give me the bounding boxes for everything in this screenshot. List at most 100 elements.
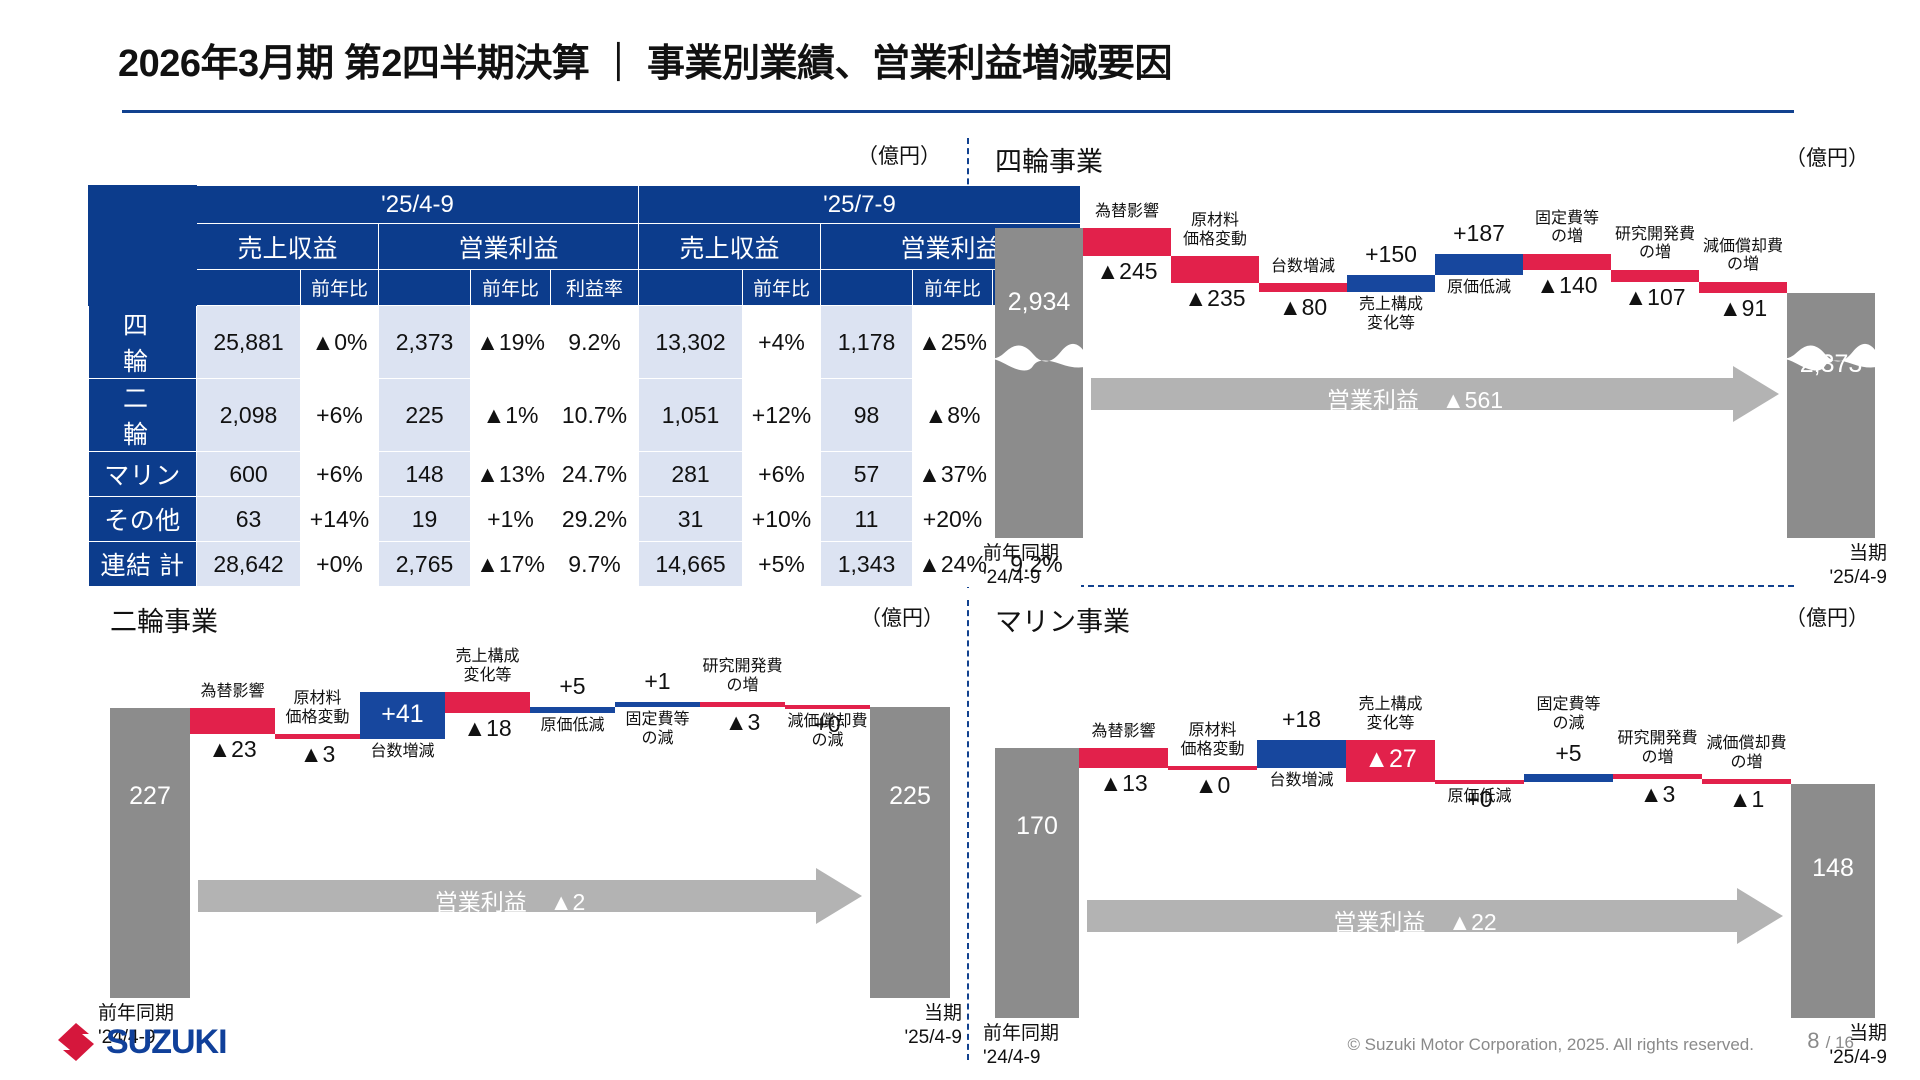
table-cell-q2-op: 11 [820,496,913,542]
summary-arrow-text: 営業利益 ▲2 [434,889,586,915]
waterfall-bar-8 [1702,779,1791,785]
waterfall-value-3: ▲80 [1278,294,1328,321]
chart-two-wheel: 二輪事業 （億円） 227 ▲23 為替影響 ▲3 原材料 価格変動 +41 台数増減 ▲18 売上構… [98,600,970,1050]
waterfall-label-2: 原材料 価格変動 [285,690,350,726]
table-cell-h1-op-yoy: ▲13% [470,451,551,497]
table-cell-h1-revenue: 28,642 [196,541,301,587]
table-cell-h1-revenue-yoy: +6% [300,378,379,452]
table-cell-h1-margin: 9.2% [550,305,639,379]
table-cell-q2-op-yoy: ▲8% [912,378,993,452]
waterfall-label-6: 固定費等 の減 [625,711,690,747]
axis-label-end: 当期 '25/4-9 [834,1002,962,1050]
waterfall-bar-1 [190,708,275,735]
bar-start-period [995,228,1083,538]
table-unit-label: （億円） [857,145,941,168]
table-cell-q2-revenue-yoy: +4% [742,305,821,379]
waterfall-bar-2 [275,734,360,740]
waterfall-value-7: ▲107 [1624,284,1686,311]
page-number-current: 8 [1807,1028,1820,1053]
waterfall-bar-3 [1259,283,1347,293]
table-cell-h1-op-yoy: ▲1% [470,378,551,452]
bar-start-period [110,708,190,998]
waterfall-value-7: ▲3 [1639,781,1676,808]
table-cell-h1-revenue-yoy: ▲0% [300,305,379,379]
table-cell-q2-op-yoy: ▲24% [912,541,993,587]
vertical-divider-bottom [967,600,969,1060]
chart-title: 二輪事業 [110,607,218,637]
chart-title: マリン事業 [995,607,1130,637]
axis-break-icon [1771,343,1891,371]
waterfall-label-8: 減価償却費 の増 [1706,735,1787,771]
axis-label-end-line1: 当期 [1848,1023,1887,1044]
table-cell-h1-op: 225 [378,378,471,452]
axis-label-start-line2: '24/4-9 [98,1026,156,1048]
table-period-h1: '25/4-9 [196,185,639,224]
waterfall-bar-5 [1435,253,1523,276]
waterfall-label-5: 原価低減 [1446,279,1511,297]
waterfall-label-1: 為替影響 [1094,203,1159,220]
table-cell-h1-op-yoy: +1% [470,496,551,542]
table-metric-q2-revenue: 売上収益 [638,223,821,270]
table-cell-q2-margin: 9.2% [992,541,1081,587]
table-cell-q2-op: 1,343 [820,541,913,587]
waterfall-value-4: ▲18 [463,715,512,741]
table-corner-cell [88,185,197,306]
waterfall-value-3: +18 [1281,706,1321,733]
waterfall-value-1: ▲245 [1096,258,1158,285]
waterfall-bar-8 [1699,282,1787,293]
table-metric-h1-revenue: 売上収益 [196,223,379,270]
table-cell-q2-op: 98 [820,378,913,452]
table-cell-h1-op: 2,765 [378,541,471,587]
bar-end-period [870,707,950,998]
table-row: 四 輪 25,881 ▲0% 2,373 ▲19% 9.2% 13,302 +4% 1,178 ▲… [88,305,1081,379]
waterfall-value-5: +187 [1453,219,1505,246]
chart-marine: マリン事業 （億円） 170 ▲13 為替影響 ▲0 原材料 価格変動 +18 台数増減 ▲27 売上… [983,600,1895,1068]
waterfall-label-7: 研究開発費 の増 [1617,730,1698,766]
table-row: 二 輪2,098+6%225▲1%10.7%1,051+12%98▲8%9.3% [88,378,1081,452]
waterfall-value-1: ▲13 [1099,770,1148,797]
axis-label-start: 前年同期 '24/4-9 [98,1002,174,1050]
table-row-label: 連結 計 [88,541,197,587]
page-number-total: / 16 [1825,1033,1854,1052]
table-cell-q2-op-yoy: ▲37% [912,451,993,497]
waterfall-value-7: ▲3 [724,709,761,736]
bar-end-period [1791,784,1875,1018]
table-cell-q2-revenue: 13,302 [638,305,743,379]
waterfall-label-8: 減価償却費 の増 [1702,238,1783,274]
waterfall-bar-6 [615,702,700,708]
waterfall-bar-6 [1524,774,1613,783]
waterfall-bar-2 [1168,766,1257,771]
table-cell-h1-revenue-yoy: +14% [300,496,379,542]
table-cell-h1-revenue-yoy: +6% [300,451,379,497]
waterfall-bar-7 [1613,774,1702,780]
axis-label-end: 当期 '25/4-9 [1755,1022,1887,1070]
summary-arrow: 営業利益 ▲561 [1091,366,1779,422]
chart-unit-label: （億円） [1785,147,1869,170]
table-cell-h1-op-yoy: ▲19% [470,305,551,379]
waterfall-value-3: +41 [381,699,424,728]
axis-label-start: 前年同期 '24/4-9 [983,1022,1059,1070]
waterfall-label-5: 原価低減 [1447,788,1512,806]
table-cell-q2-revenue: 1,051 [638,378,743,452]
table-period-q2: '25/7-9 [638,185,1081,224]
waterfall-value-2: ▲0 [1194,772,1231,799]
table-cell-h1-revenue: 63 [196,496,301,542]
arrow-icon [198,868,862,924]
table-cell-h1-revenue: 600 [196,451,301,497]
suzuki-wordmark: SUZUKI [106,1022,228,1061]
table-metric-q2-op: 営業利益 [820,223,1081,270]
waterfall-bar-3 [1257,740,1346,769]
waterfall-bar-4 [445,692,530,713]
waterfall-bar-7 [700,702,785,708]
axis-label-end-line1: 当期 [1848,543,1887,564]
axis-label-end-line2: '25/4-9 [1829,1046,1887,1068]
waterfall-label-4: 売上構成 変化等 [1358,696,1423,732]
waterfall-label-6: 固定費等 の増 [1534,209,1599,246]
table-cell-h1-op: 19 [378,496,471,542]
table-sub-h1-margin: 利益率 [550,269,639,306]
waterfall-label-2: 原材料 価格変動 [1180,722,1245,758]
table-cell-q2-op-yoy: +20% [912,496,993,542]
waterfall-value-2: ▲3 [299,741,336,768]
waterfall-bar-1 [1083,228,1171,257]
